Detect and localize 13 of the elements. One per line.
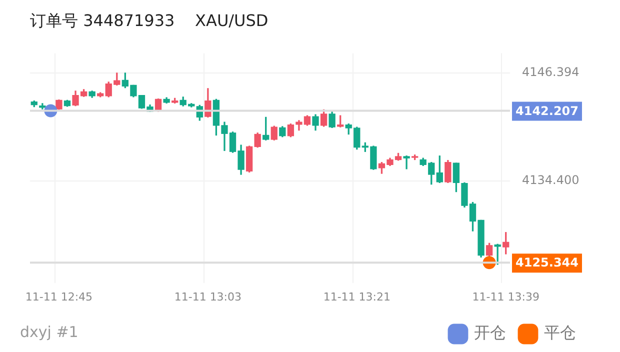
x-tick-label: 11-11 13:39	[472, 290, 540, 304]
chart-title: 订单号 344871933 XAU/USD	[30, 10, 268, 30]
y-tick-label: 4134.400	[522, 173, 580, 188]
legend-label: 开仓	[474, 323, 506, 342]
legend-label: 平仓	[544, 323, 576, 342]
text: dxyj #1	[20, 322, 78, 341]
x-tick-label: 11-11 13:21	[323, 290, 390, 304]
ref-line-label: 4142.207	[515, 104, 579, 118]
y-tick-label: 4146.394	[522, 65, 580, 80]
candlestick	[403, 156, 410, 170]
x-tick-label: 11-11 13:03	[174, 290, 242, 304]
ref-line-label: 4125.344	[515, 256, 579, 270]
x-tick-label: 11-11 12:45	[25, 290, 93, 304]
